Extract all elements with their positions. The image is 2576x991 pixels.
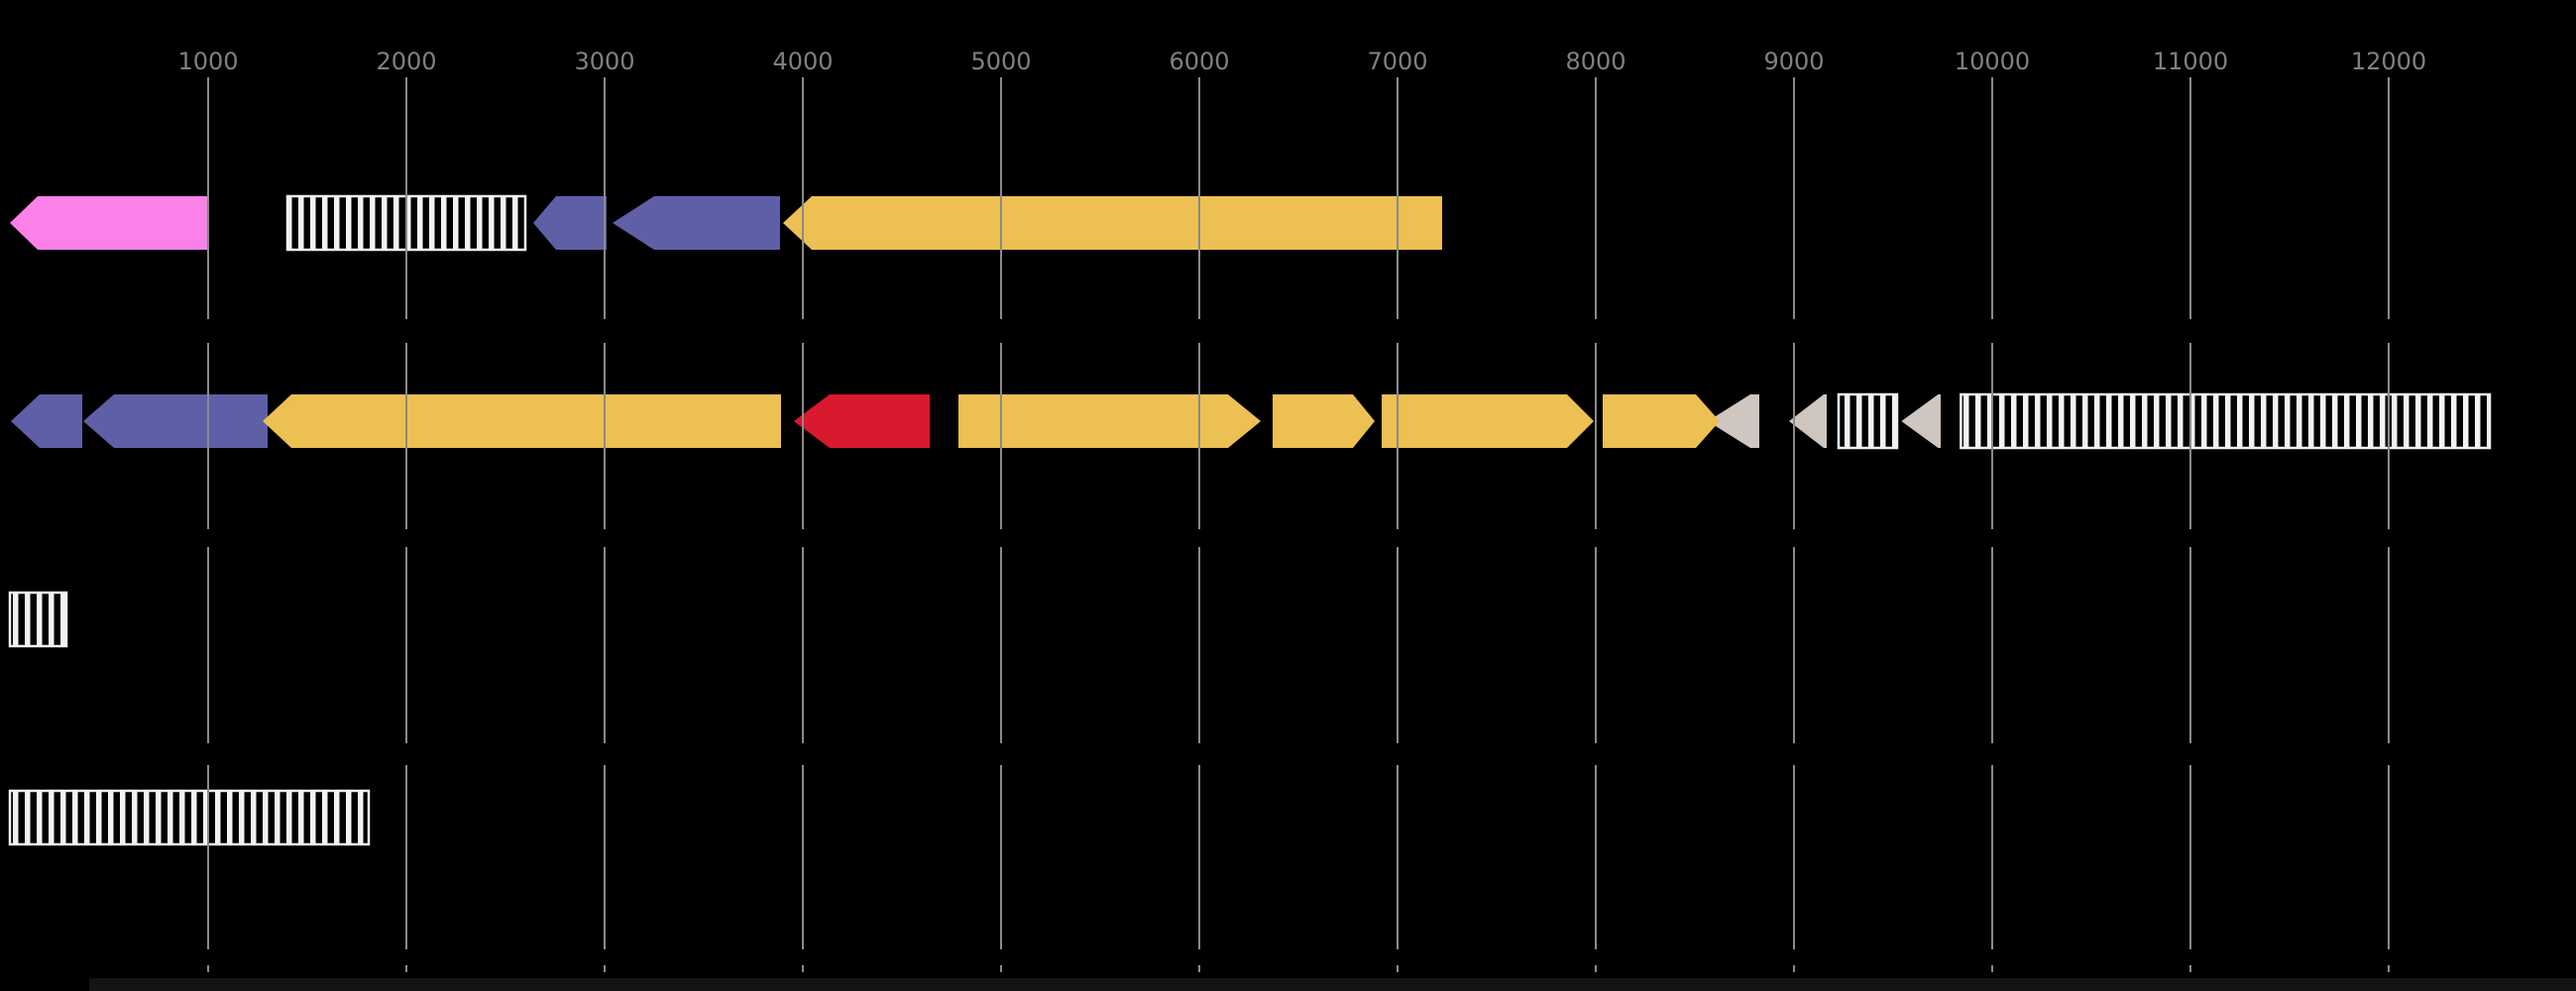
gene-arrow-slate: [533, 196, 607, 250]
axis-tick-label: 12000: [2351, 48, 2426, 75]
axis-tick-label: 3000: [574, 48, 634, 75]
axis-tick-label: 7000: [1367, 48, 1427, 75]
axis-tick-label: 4000: [772, 48, 833, 75]
gridlines: [207, 77, 2390, 972]
axis-tick-label: 9000: [1763, 48, 1824, 75]
clipped-bottom-track: [89, 978, 2576, 991]
gene-box-hatched: [1837, 392, 1899, 450]
gene-arrow-gold: [958, 394, 1261, 448]
track-3: [8, 591, 68, 648]
gene-box-hatched: [8, 789, 371, 846]
gene-arrow-tan: [1901, 394, 1941, 448]
axis-tick-label: 5000: [970, 48, 1031, 75]
gene-arrow-pink: [10, 196, 208, 250]
gene-arrow-gold: [783, 196, 1442, 250]
gene-arrow-tan: [1789, 394, 1827, 448]
gene-arrow-slate: [613, 196, 780, 250]
axis-tick-label: 10000: [1955, 48, 2030, 75]
track-1: [10, 194, 1442, 252]
gene-arrow-gold: [1603, 394, 1720, 448]
gene-box-hatched: [1960, 392, 2492, 450]
gene-arrow-gold: [263, 394, 781, 448]
gene-arrow-gold: [1382, 394, 1594, 448]
axis-tick-label: 11000: [2153, 48, 2228, 75]
gene-arrow-slate: [83, 394, 268, 448]
gene-box-hatched: [8, 591, 68, 648]
track-4: [8, 789, 371, 846]
axis-tick-label: 6000: [1169, 48, 1229, 75]
gene-arrow-slate: [11, 394, 82, 448]
track-2: [11, 392, 2492, 450]
axis-tick-label: 8000: [1565, 48, 1625, 75]
gene-arrow-tan: [1708, 394, 1759, 448]
gene-arrow-red: [794, 394, 930, 448]
gene-arrow-gold: [1273, 394, 1375, 448]
axis-tick-label: 2000: [376, 48, 436, 75]
axis-tick-labels: 1000 2000 3000 4000 5000 6000 7000 8000 9000 1000…: [177, 48, 2426, 75]
axis-tick-label: 1000: [177, 48, 238, 75]
